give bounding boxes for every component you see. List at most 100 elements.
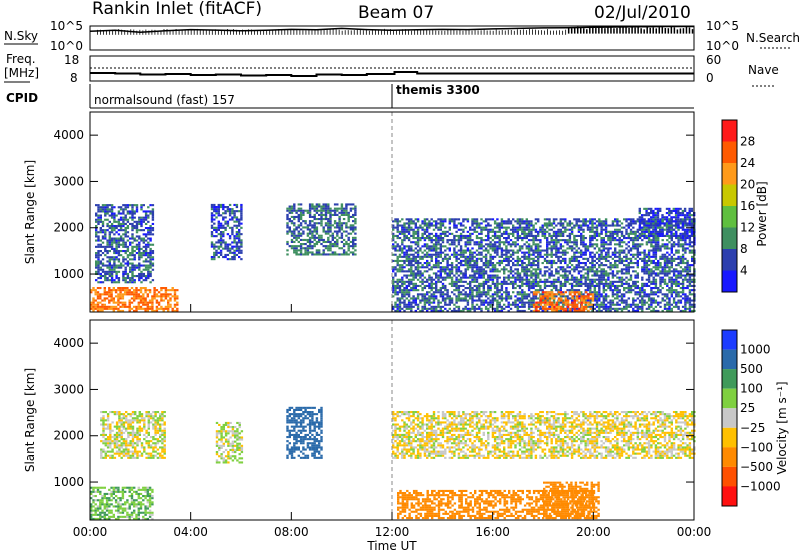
power-cell [101, 220, 105, 223]
power-cell [527, 253, 531, 256]
power-cell [455, 251, 458, 254]
power-cell [414, 309, 417, 312]
power-cell [634, 305, 637, 308]
power-cell [130, 293, 134, 296]
power-cell [439, 262, 442, 265]
power-cell [543, 282, 547, 285]
power-cell [469, 241, 472, 244]
power-cell [641, 266, 644, 269]
power-cell [629, 303, 633, 306]
power-cell [600, 243, 603, 246]
power-cell [222, 231, 225, 234]
power-cell [573, 295, 576, 298]
power-cell [604, 272, 608, 275]
power-cell [507, 222, 510, 225]
power-cell [421, 297, 424, 300]
power-cell [306, 232, 310, 235]
power-cell [459, 232, 463, 235]
power-cell [119, 239, 123, 242]
power-cell [416, 220, 420, 223]
power-cell [407, 255, 411, 258]
power-cell [115, 264, 118, 267]
power-cell [293, 232, 296, 235]
power-cell [498, 297, 501, 300]
power-cell [620, 299, 624, 302]
power-cell [638, 257, 642, 260]
power-cell [288, 218, 291, 221]
power-cell [525, 255, 528, 258]
power-cell [439, 272, 442, 275]
power-cell [534, 282, 538, 285]
power-cell [423, 243, 427, 246]
power-cell [322, 228, 325, 231]
power-cell [96, 309, 100, 312]
power-cell [462, 249, 465, 252]
power-cell [157, 301, 161, 304]
power-cell [496, 291, 499, 294]
power-cell [604, 282, 608, 285]
power-cell [584, 268, 587, 271]
power-cell [559, 234, 562, 237]
power-cell [432, 297, 436, 300]
power-cell [108, 301, 111, 304]
power-cell [484, 280, 488, 283]
power-cell [126, 206, 130, 209]
power-cell [602, 287, 605, 290]
power-cell [95, 204, 98, 207]
power-cell [423, 307, 427, 310]
power-cell [398, 289, 402, 292]
power-cell [133, 237, 136, 240]
power-cell [530, 284, 533, 287]
power-cell [484, 224, 488, 227]
power-cell [327, 228, 330, 231]
power-cell [401, 280, 404, 283]
power-cell [90, 303, 93, 306]
power-cell [480, 266, 483, 269]
power-cell [636, 274, 639, 277]
power-cell [416, 268, 420, 271]
power-cell [623, 272, 626, 275]
power-cell [552, 243, 556, 246]
power-cell [575, 289, 578, 292]
power-cell [641, 243, 644, 246]
power-cell [432, 234, 436, 237]
power-cell [552, 295, 556, 298]
power-cell [459, 228, 463, 231]
power-cell [238, 210, 241, 213]
power-cell [507, 278, 510, 281]
power-cell [392, 305, 395, 308]
power-cell [641, 295, 644, 298]
power-cell [426, 237, 429, 240]
power-cell [459, 278, 463, 281]
power-cell [313, 234, 316, 237]
power-cell [521, 259, 524, 262]
power-cell [149, 210, 152, 213]
power-cell [217, 226, 220, 229]
power-cell [523, 237, 526, 240]
power-cell [331, 245, 334, 248]
power-cell [299, 234, 303, 237]
power-cell [557, 309, 560, 312]
power-cell [589, 287, 592, 290]
power-cell [308, 220, 312, 223]
power-cell [498, 305, 501, 308]
power-cell [396, 309, 399, 312]
power-cell [426, 259, 429, 262]
power-cell [131, 275, 134, 278]
power-cell [466, 243, 470, 246]
power-cell [611, 270, 615, 273]
power-cell [634, 237, 637, 240]
power-cell [523, 262, 526, 265]
power-cell [108, 237, 111, 240]
power-cell [416, 264, 420, 267]
power-cell [329, 230, 332, 233]
power-cell [416, 241, 420, 244]
power-cell [405, 289, 408, 292]
power-cell [324, 240, 328, 243]
power-cell [598, 266, 601, 269]
power-cell [555, 245, 558, 248]
power-cell [108, 299, 111, 302]
power-cell [575, 264, 578, 267]
power-cell [439, 239, 442, 242]
power-cell [496, 222, 499, 225]
